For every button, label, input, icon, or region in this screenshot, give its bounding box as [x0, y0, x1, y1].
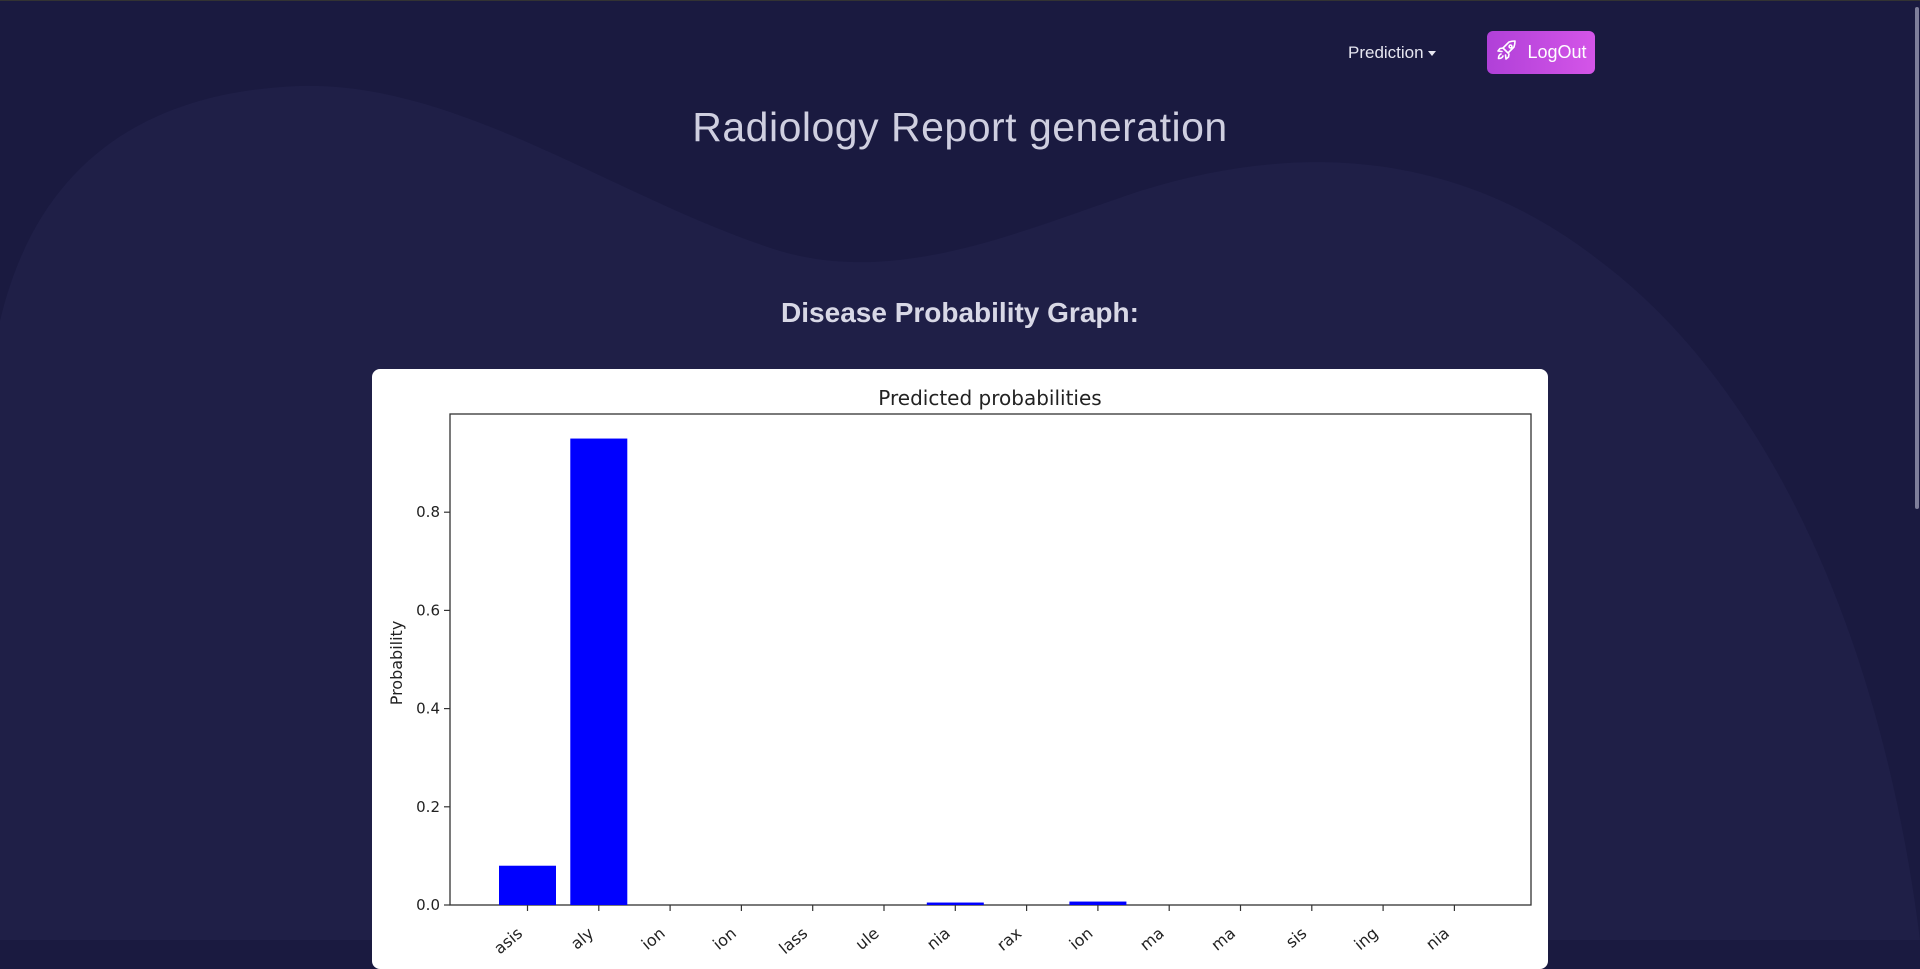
section-title: Disease Probability Graph: [781, 297, 1139, 328]
y-tick-label: 0.8 [416, 503, 440, 521]
x-tick-label: aly [567, 924, 597, 954]
page-title: Radiology Report generation [692, 104, 1228, 150]
x-tick-label: lass [775, 924, 811, 958]
page-scrollbar[interactable] [1914, 1, 1920, 940]
bar [1069, 901, 1127, 905]
prediction-dropdown-label: Prediction [1348, 43, 1424, 62]
x-tick-label: rax [993, 924, 1025, 955]
probability-chart-card: Predicted probabilities Probability 0.0 0… [372, 369, 1548, 969]
top-navbar: Prediction LogOut [0, 31, 1920, 75]
y-tick-label: 0.4 [416, 700, 440, 718]
x-tick-label: asis [490, 924, 526, 958]
chart-title: Predicted probabilities [878, 386, 1101, 410]
y-tick-label: 0.2 [416, 798, 440, 816]
logout-button[interactable]: LogOut [1487, 31, 1595, 74]
scrollbar-thumb[interactable] [1915, 7, 1919, 509]
probability-bar-chart: Predicted probabilities Probability 0.0 0… [387, 386, 1532, 958]
y-tick-label: 0.6 [416, 601, 440, 619]
chart-plot-frame [449, 413, 1532, 906]
bar [570, 438, 628, 905]
bar [499, 865, 556, 905]
prediction-dropdown[interactable]: Prediction [1348, 41, 1436, 65]
logout-label: LogOut [1527, 42, 1587, 62]
chart-y-axis-label: Probability [387, 621, 406, 706]
x-tick-label: sis [1282, 924, 1310, 952]
bar [926, 902, 984, 905]
y-tick-label: 0.0 [416, 896, 440, 914]
caret-down-icon [1427, 50, 1436, 56]
rocket-icon [1495, 38, 1519, 67]
